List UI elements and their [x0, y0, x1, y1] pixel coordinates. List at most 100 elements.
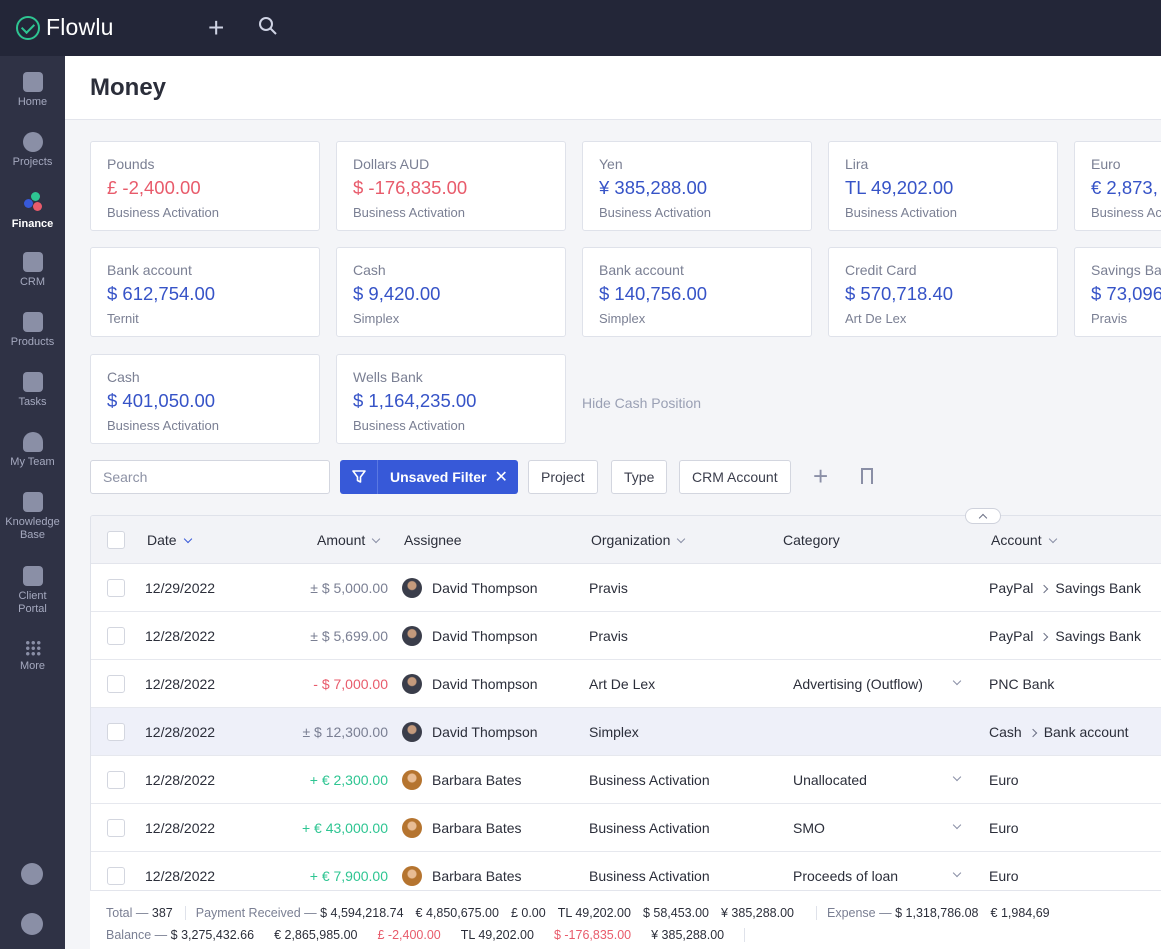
- row-account: Euro: [989, 820, 1019, 836]
- row-checkbox[interactable]: [107, 819, 125, 837]
- bookmark-icon[interactable]: [861, 468, 873, 484]
- row-organization[interactable]: Business Activation: [589, 868, 710, 884]
- balance-line: Balance — $ 3,275,432.66 € 2,865,985.00 £ …: [106, 928, 755, 942]
- help-icon[interactable]: [21, 863, 43, 885]
- account-from: Euro: [989, 820, 1019, 836]
- saved-filter-button[interactable]: Unsaved Filter ✕: [340, 460, 518, 494]
- sidebar-item-products[interactable]: Products: [0, 312, 65, 349]
- chevron-down-icon[interactable]: [952, 772, 962, 782]
- sidebar-item-projects[interactable]: Projects: [0, 132, 65, 169]
- row-checkbox[interactable]: [107, 579, 125, 597]
- settings-icon[interactable]: [21, 913, 43, 935]
- expense-value: € 1,984,69: [990, 906, 1050, 920]
- chevron-right-icon: [1028, 728, 1037, 738]
- row-category[interactable]: Unallocated: [793, 772, 867, 788]
- avatar: [402, 770, 422, 790]
- table-row[interactable]: 12/28/2022 + € 2,300.00 Barbara Bates Busin…: [91, 756, 1161, 804]
- card-organization: Simplex: [353, 311, 400, 326]
- row-organization[interactable]: Art De Lex: [589, 676, 656, 692]
- row-amount: ± $ 5,000.00: [310, 580, 388, 596]
- flowlu-logo[interactable]: Flowlu: [16, 14, 114, 41]
- sidebar-item-client-portal[interactable]: Client Portal: [0, 566, 65, 616]
- table-row[interactable]: 12/28/2022 ± $ 12,300.00 David Thompson Sim…: [91, 708, 1161, 756]
- add-filter-icon[interactable]: +: [813, 461, 829, 491]
- collapse-cash-position-button[interactable]: [965, 508, 1001, 524]
- card-balance: $ 401,050.00: [107, 390, 216, 411]
- select-all-checkbox[interactable]: [107, 531, 125, 549]
- row-category[interactable]: SMO: [793, 820, 825, 836]
- filter-chip-project[interactable]: Project: [528, 460, 598, 494]
- card-organization: Business Activation: [107, 205, 220, 220]
- table-row[interactable]: 12/28/2022 - $ 7,000.00 David Thompson Art …: [91, 660, 1161, 708]
- sidebar-item-crm[interactable]: CRM: [0, 252, 65, 289]
- search-icon[interactable]: [258, 16, 278, 41]
- cash-position-card[interactable]: Credit Card $ 570,718.40 Art De Lex: [828, 247, 1058, 337]
- clear-filter-icon[interactable]: ✕: [494, 469, 508, 486]
- row-checkbox[interactable]: [107, 723, 125, 741]
- table-row[interactable]: 12/29/2022 ± $ 5,000.00 David Thompson Prav…: [91, 564, 1161, 612]
- sidebar-item-finance[interactable]: Finance: [0, 192, 65, 231]
- chevron-down-icon: [677, 534, 686, 544]
- row-assignee[interactable]: Barbara Bates: [432, 868, 522, 884]
- row-organization[interactable]: Pravis: [589, 580, 628, 596]
- chevron-down-icon[interactable]: [952, 676, 962, 686]
- sidebar-item-label: Finance: [11, 218, 54, 230]
- avatar: [402, 866, 422, 886]
- cash-position-card[interactable]: Yen ¥ 385,288.00 Business Activation: [582, 141, 812, 231]
- column-header-label: Amount: [317, 532, 366, 548]
- sidebar-item-home[interactable]: Home: [0, 72, 65, 109]
- cash-position-card[interactable]: Cash $ 9,420.00 Simplex: [336, 247, 566, 337]
- sidebar-item-label: Client Portal: [18, 590, 47, 615]
- row-checkbox[interactable]: [107, 627, 125, 645]
- row-assignee[interactable]: David Thompson: [432, 724, 538, 740]
- filter-chip-type[interactable]: Type: [611, 460, 668, 494]
- search-input[interactable]: [90, 460, 330, 494]
- column-header-organization[interactable]: Organization: [591, 532, 686, 548]
- cash-position-card[interactable]: Dollars AUD $ -176,835.00 Business Activat…: [336, 141, 566, 231]
- sidebar-item-more[interactable]: More: [0, 640, 65, 673]
- row-organization[interactable]: Business Activation: [589, 820, 710, 836]
- cash-position-card[interactable]: Savings Ba $ 73,096 Pravis: [1074, 247, 1161, 337]
- chevron-down-icon[interactable]: [952, 820, 962, 830]
- sidebar-item-knowledge-base[interactable]: Knowledge Base: [0, 492, 65, 542]
- cash-position-card[interactable]: Bank account $ 140,756.00 Simplex: [582, 247, 812, 337]
- row-organization[interactable]: Business Activation: [589, 772, 710, 788]
- table-row[interactable]: 12/28/2022 ± $ 5,699.00 David Thompson Prav…: [91, 612, 1161, 660]
- column-header-date[interactable]: Date: [147, 532, 192, 548]
- card-organization: Pravis: [1091, 311, 1128, 326]
- row-category[interactable]: Advertising (Outflow): [793, 676, 923, 692]
- row-checkbox[interactable]: [107, 771, 125, 789]
- row-assignee[interactable]: Barbara Bates: [432, 820, 522, 836]
- row-assignee[interactable]: David Thompson: [432, 676, 538, 692]
- cash-position-card[interactable]: Cash $ 401,050.00 Business Activation: [90, 354, 320, 444]
- filter-chip-crm-account[interactable]: CRM Account: [679, 460, 791, 494]
- hide-cash-position-link[interactable]: Hide Cash Position: [582, 395, 702, 411]
- row-date: 12/28/2022: [145, 820, 216, 836]
- row-category[interactable]: Proceeds of loan: [793, 868, 899, 884]
- card-balance: € 2,873,: [1091, 177, 1158, 198]
- card-account-name: Dollars AUD: [353, 156, 430, 172]
- cash-position-card[interactable]: Bank account $ 612,754.00 Ternit: [90, 247, 320, 337]
- table-row[interactable]: 12/28/2022 + € 43,000.00 Barbara Bates Busi…: [91, 804, 1161, 852]
- sidebar-item-my-team[interactable]: My Team: [0, 432, 65, 469]
- cash-position-card[interactable]: Lira TL 49,202.00 Business Activation: [828, 141, 1058, 231]
- row-organization[interactable]: Simplex: [589, 724, 639, 740]
- row-checkbox[interactable]: [107, 867, 125, 885]
- cash-position-card[interactable]: Wells Bank $ 1,164,235.00 Business Activat…: [336, 354, 566, 444]
- row-organization[interactable]: Pravis: [589, 628, 628, 644]
- add-icon[interactable]: +: [208, 12, 225, 43]
- column-header-account[interactable]: Account: [991, 532, 1057, 548]
- chevron-down-icon[interactable]: [952, 868, 962, 878]
- row-assignee[interactable]: Barbara Bates: [432, 772, 522, 788]
- sidebar-item-tasks[interactable]: Tasks: [0, 372, 65, 409]
- row-checkbox[interactable]: [107, 675, 125, 693]
- cash-position-card[interactable]: Pounds £ -2,400.00 Business Activation: [90, 141, 320, 231]
- row-assignee[interactable]: David Thompson: [432, 628, 538, 644]
- chevron-down-icon: [1048, 534, 1057, 544]
- sidebar-item-label: Home: [17, 96, 48, 108]
- column-header-assignee[interactable]: Assignee: [404, 532, 462, 548]
- row-assignee[interactable]: David Thompson: [432, 580, 538, 596]
- column-header-amount[interactable]: Amount: [317, 532, 381, 548]
- column-header-category[interactable]: Category: [783, 532, 840, 548]
- cash-position-card[interactable]: Euro € 2,873, Business Ac: [1074, 141, 1161, 231]
